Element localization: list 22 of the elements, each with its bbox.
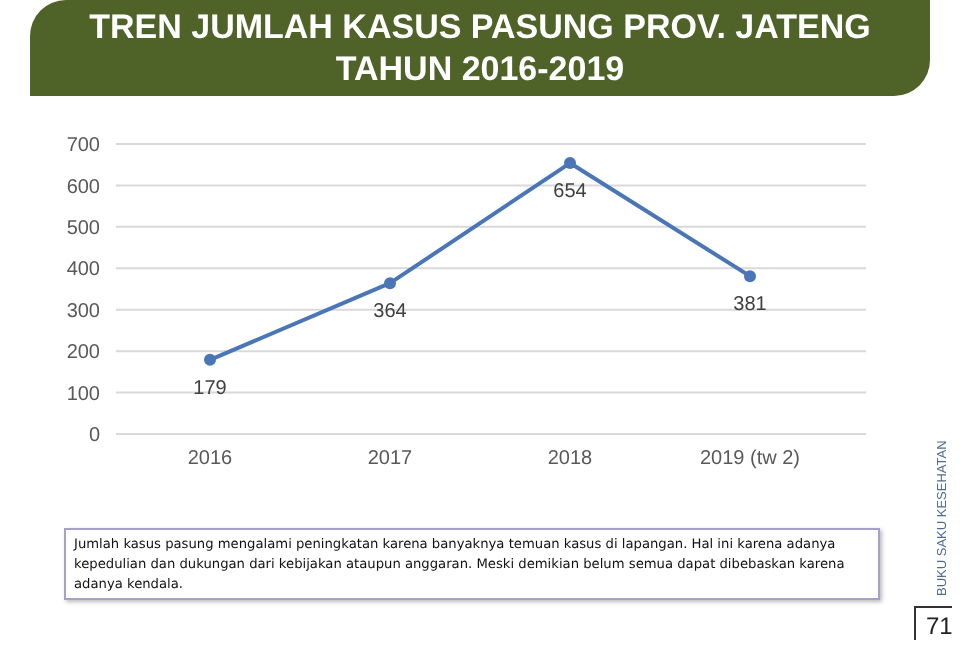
x-tick-label: 2018: [547, 448, 594, 471]
text: 71: [914, 606, 953, 640]
x-tick-label: 2019 (tw 2): [699, 448, 801, 471]
point: [204, 353, 216, 366]
data-label: 654: [553, 181, 588, 204]
y-tick-label: 500: [66, 217, 101, 240]
x-tick-label: 2016: [187, 448, 234, 471]
data-label: 179: [193, 378, 228, 401]
y-tick-label: 600: [66, 176, 101, 199]
data-label: 381: [733, 294, 768, 317]
point: [564, 157, 576, 170]
y-tick-label: 400: [66, 259, 101, 282]
point: [384, 277, 396, 290]
point: [744, 270, 756, 283]
y-tick-label: 300: [66, 300, 101, 323]
y-tick-label: 700: [66, 135, 101, 158]
x-tick-label: 2017: [367, 448, 414, 471]
y-tick-label: 200: [66, 342, 101, 365]
data-label: 364: [373, 301, 408, 324]
chart-title: TREN JUMLAH KASUS PASUNG PROV. JATENG TAHUN 2016-2019: [30, 0, 930, 96]
y-tick-label: 0: [88, 425, 101, 448]
y-tick-label: 100: [66, 383, 101, 406]
